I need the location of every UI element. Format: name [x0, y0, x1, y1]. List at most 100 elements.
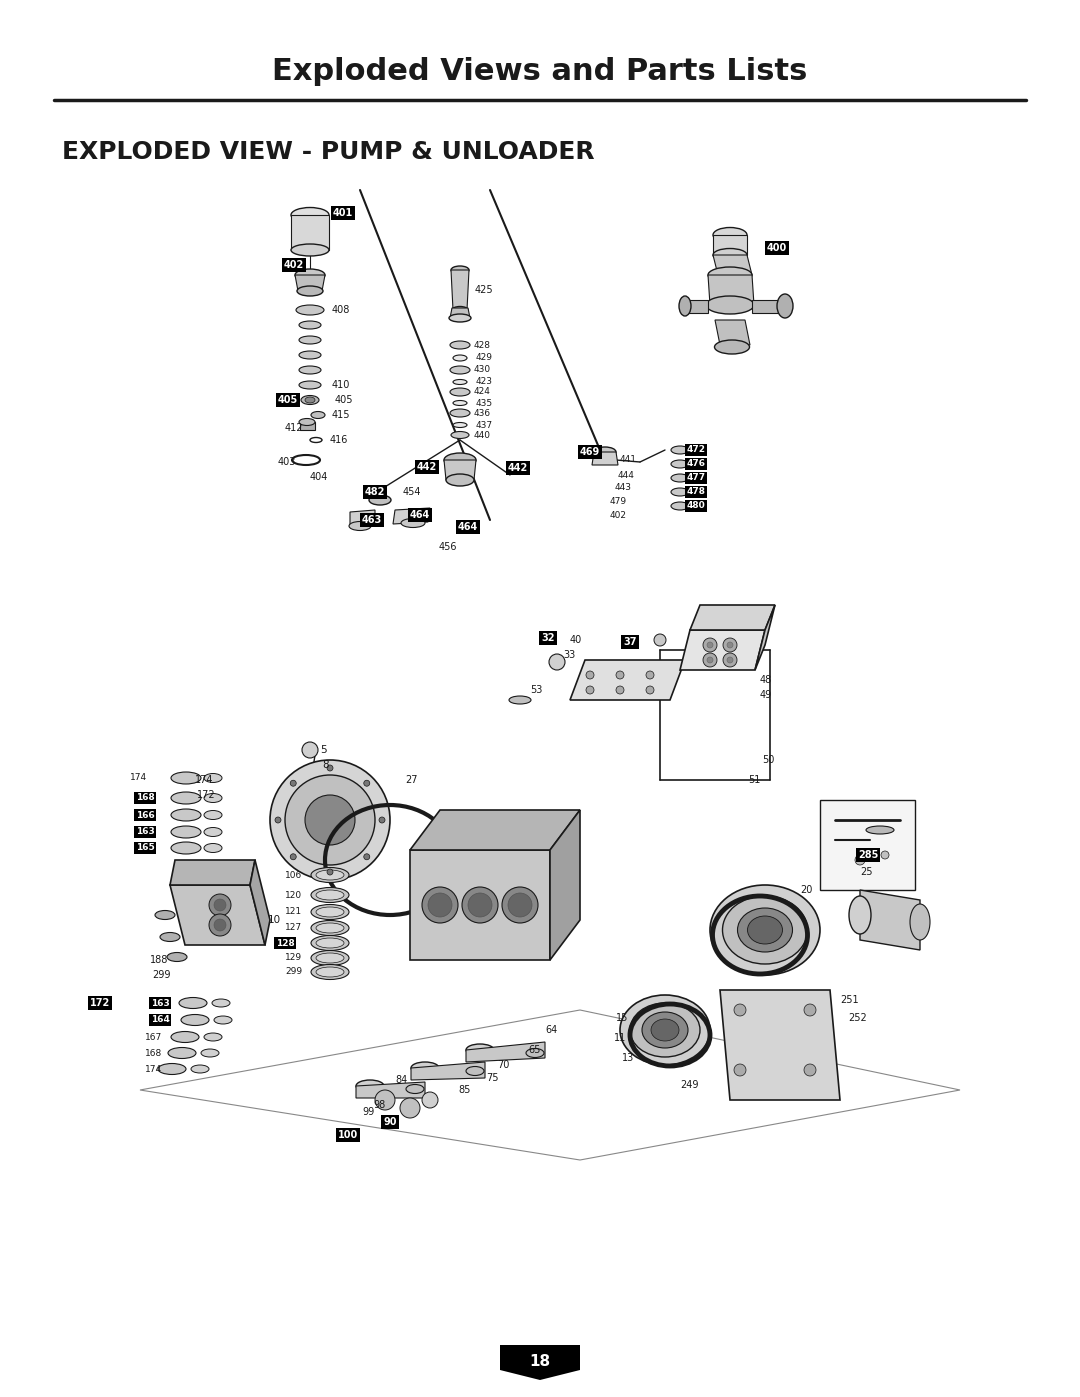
Ellipse shape — [311, 904, 349, 919]
Ellipse shape — [450, 341, 470, 349]
Ellipse shape — [171, 826, 201, 838]
Polygon shape — [713, 235, 747, 256]
Text: 99: 99 — [362, 1106, 375, 1118]
Text: 454: 454 — [403, 488, 421, 497]
Polygon shape — [444, 460, 476, 481]
Ellipse shape — [296, 305, 324, 314]
Ellipse shape — [171, 809, 201, 821]
Circle shape — [291, 781, 296, 787]
Polygon shape — [690, 605, 775, 630]
Polygon shape — [356, 1083, 426, 1098]
Polygon shape — [170, 886, 265, 944]
Ellipse shape — [311, 412, 325, 419]
Ellipse shape — [411, 1062, 438, 1074]
Ellipse shape — [316, 923, 345, 933]
Text: 443: 443 — [615, 483, 632, 493]
Circle shape — [646, 671, 654, 679]
Polygon shape — [752, 300, 785, 313]
Ellipse shape — [710, 886, 820, 975]
Ellipse shape — [204, 1032, 222, 1041]
Polygon shape — [249, 861, 270, 944]
Ellipse shape — [866, 826, 894, 834]
Ellipse shape — [349, 521, 372, 531]
Ellipse shape — [171, 1031, 199, 1042]
Text: 121: 121 — [285, 908, 302, 916]
Text: 40: 40 — [570, 636, 582, 645]
Ellipse shape — [594, 447, 616, 457]
Text: 444: 444 — [618, 471, 635, 479]
Ellipse shape — [299, 351, 321, 359]
Text: 249: 249 — [680, 1080, 699, 1090]
Polygon shape — [680, 630, 765, 671]
Text: 299: 299 — [285, 968, 302, 977]
Text: 408: 408 — [332, 305, 350, 314]
Circle shape — [727, 643, 733, 648]
Text: 13: 13 — [622, 1053, 634, 1063]
Ellipse shape — [449, 314, 471, 321]
Circle shape — [285, 775, 375, 865]
Text: EXPLODED VIEW - PUMP & UNLOADER: EXPLODED VIEW - PUMP & UNLOADER — [62, 140, 595, 163]
Text: 405: 405 — [335, 395, 353, 405]
Ellipse shape — [299, 321, 321, 330]
Text: 5: 5 — [320, 745, 326, 754]
Ellipse shape — [297, 286, 323, 296]
Ellipse shape — [311, 921, 349, 936]
Text: 437: 437 — [476, 420, 494, 429]
Circle shape — [616, 671, 624, 679]
Polygon shape — [860, 890, 920, 950]
Circle shape — [305, 795, 355, 845]
Text: 163: 163 — [150, 999, 170, 1007]
Text: 478: 478 — [687, 488, 705, 496]
Ellipse shape — [204, 810, 222, 820]
Ellipse shape — [453, 355, 467, 360]
Text: 75: 75 — [486, 1073, 499, 1083]
Polygon shape — [500, 1345, 580, 1380]
Text: 167: 167 — [145, 1032, 162, 1042]
Circle shape — [723, 638, 737, 652]
Ellipse shape — [204, 774, 222, 782]
Circle shape — [422, 887, 458, 923]
Text: 174: 174 — [145, 1065, 162, 1073]
Ellipse shape — [316, 937, 345, 949]
Ellipse shape — [453, 380, 467, 384]
Circle shape — [616, 686, 624, 694]
Text: 456: 456 — [438, 542, 457, 552]
Ellipse shape — [179, 997, 207, 1009]
Bar — [820, 800, 915, 890]
Ellipse shape — [204, 827, 222, 837]
Text: 401: 401 — [333, 208, 353, 218]
Text: 33: 33 — [563, 650, 576, 659]
Ellipse shape — [212, 999, 230, 1007]
Text: 469: 469 — [580, 447, 600, 457]
Ellipse shape — [446, 474, 474, 486]
Text: 15: 15 — [616, 1013, 629, 1023]
Text: 441: 441 — [620, 455, 637, 464]
Text: 64: 64 — [545, 1025, 557, 1035]
Circle shape — [327, 869, 333, 875]
Ellipse shape — [465, 1044, 494, 1056]
Text: 435: 435 — [476, 398, 494, 408]
Ellipse shape — [291, 244, 329, 256]
Ellipse shape — [708, 267, 752, 284]
Text: 129: 129 — [285, 954, 302, 963]
Ellipse shape — [453, 401, 467, 405]
Text: 472: 472 — [687, 446, 705, 454]
Ellipse shape — [311, 936, 349, 950]
Ellipse shape — [747, 916, 783, 944]
Ellipse shape — [311, 868, 349, 883]
Ellipse shape — [316, 907, 345, 916]
Text: 85: 85 — [458, 1085, 471, 1095]
Ellipse shape — [453, 422, 467, 427]
Ellipse shape — [301, 395, 319, 405]
Circle shape — [375, 1090, 395, 1111]
Ellipse shape — [299, 337, 321, 344]
Ellipse shape — [738, 908, 793, 951]
Ellipse shape — [509, 696, 531, 704]
Circle shape — [422, 1092, 438, 1108]
Circle shape — [881, 851, 889, 859]
Ellipse shape — [181, 1014, 210, 1025]
Circle shape — [549, 654, 565, 671]
Ellipse shape — [171, 773, 201, 784]
Polygon shape — [411, 1062, 485, 1080]
Polygon shape — [715, 320, 750, 345]
